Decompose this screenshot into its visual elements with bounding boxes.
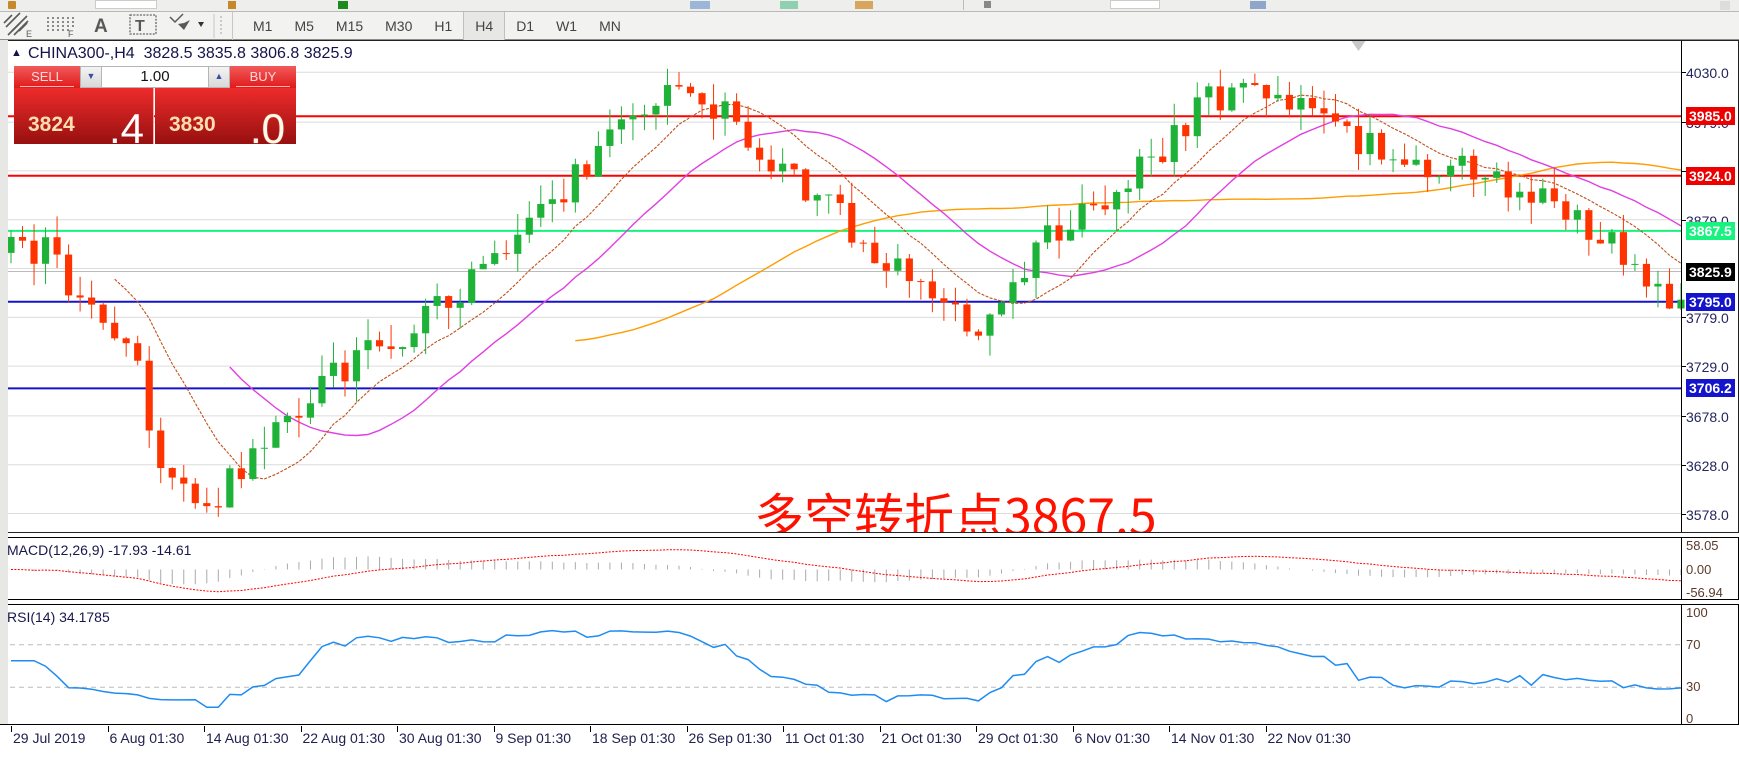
svg-text:A: A xyxy=(94,16,108,37)
svg-text:F: F xyxy=(68,29,74,39)
svg-text:T: T xyxy=(135,18,145,35)
svg-text:E: E xyxy=(26,29,32,39)
